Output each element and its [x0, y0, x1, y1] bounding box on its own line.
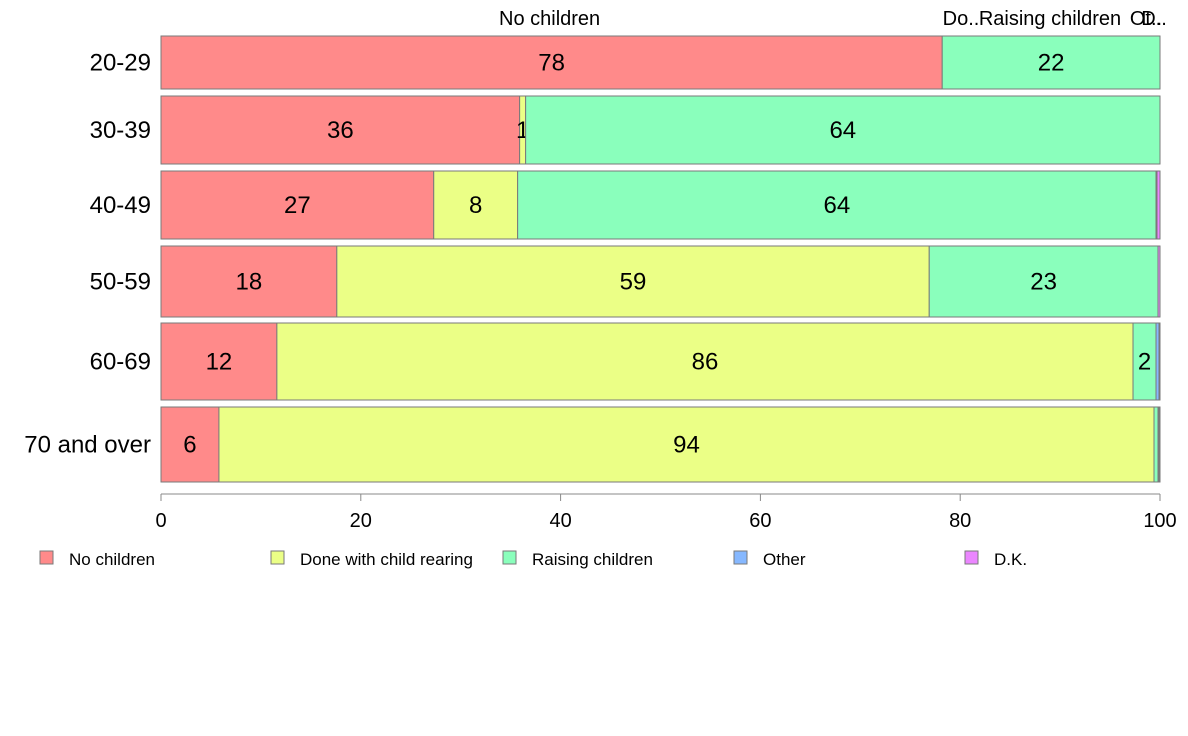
legend-label: Other — [763, 550, 806, 569]
top-category-label: Raising children — [979, 8, 1121, 30]
data-label: 23 — [1030, 269, 1057, 296]
legend-label: No children — [69, 550, 155, 569]
bar-segment — [160, 245, 338, 318]
data-label: 18 — [236, 269, 263, 296]
legend-label: Raising children — [532, 550, 653, 569]
category-label: 20-29 — [90, 50, 151, 77]
x-tick-label: 40 — [549, 510, 571, 532]
bar-segment — [433, 170, 519, 240]
bar-segment — [160, 406, 220, 483]
category-label: 70 and over — [24, 432, 151, 459]
bar-segment — [160, 322, 278, 401]
bar-segment — [517, 170, 1157, 240]
category-label: 40-49 — [90, 192, 151, 219]
data-label: 12 — [206, 349, 233, 376]
bar-segment — [525, 95, 1161, 165]
bar-segment — [941, 35, 1161, 90]
legend-swatch — [733, 550, 748, 565]
bar-segment — [1153, 406, 1159, 483]
x-axis: 0 20 40 60 80 100 — [155, 493, 1177, 532]
data-label: 36 — [327, 117, 354, 144]
x-tick-label: 60 — [749, 510, 771, 532]
data-label: 86 — [692, 349, 719, 376]
category-label: 60-69 — [90, 349, 151, 376]
legend-swatch — [39, 550, 54, 565]
data-label: 8 — [469, 192, 482, 219]
data-label: 6 — [183, 432, 196, 459]
bar-segment — [276, 322, 1134, 401]
legend-swatch — [502, 550, 517, 565]
category-label: 50-59 — [90, 269, 151, 296]
legend-swatch — [270, 550, 285, 565]
data-label: 64 — [823, 192, 850, 219]
data-label: 27 — [284, 192, 311, 219]
data-label: 64 — [829, 117, 856, 144]
legend-label: Done with child rearing — [300, 550, 473, 569]
legend: No children Done with child rearing Raisin… — [39, 550, 1027, 569]
row-labels: 20-29 30-39 40-49 50-59 60-69 70 and over — [24, 50, 151, 459]
data-label: 59 — [620, 269, 647, 296]
data-label: 94 — [673, 432, 700, 459]
bar-segment — [218, 406, 1155, 483]
bar-segment — [1157, 245, 1161, 318]
top-category-label: Do.. — [943, 8, 980, 30]
bar-segment — [928, 245, 1159, 318]
x-tick-label: 100 — [1143, 510, 1176, 532]
top-category-label: Ot.. — [1130, 8, 1162, 30]
x-tick-label: 80 — [949, 510, 971, 532]
bar-segment — [1158, 406, 1161, 483]
legend-swatch — [964, 550, 979, 565]
bar-segment — [1158, 322, 1161, 401]
bar-segment — [1156, 170, 1161, 240]
x-tick-label: 20 — [350, 510, 372, 532]
top-category-labels: No children Do.. Raising children Ot..D.. — [499, 8, 1167, 30]
data-label: 78 — [538, 50, 565, 77]
bar-segment — [160, 170, 435, 240]
top-category-label: D.. — [1141, 8, 1167, 30]
category-label: 30-39 — [90, 117, 151, 144]
legend-label: D.K. — [994, 550, 1027, 569]
data-label: 2 — [1138, 349, 1151, 376]
top-category-label: No children — [499, 8, 600, 30]
x-tick-label: 0 — [155, 510, 166, 532]
data-label: 22 — [1038, 50, 1065, 77]
